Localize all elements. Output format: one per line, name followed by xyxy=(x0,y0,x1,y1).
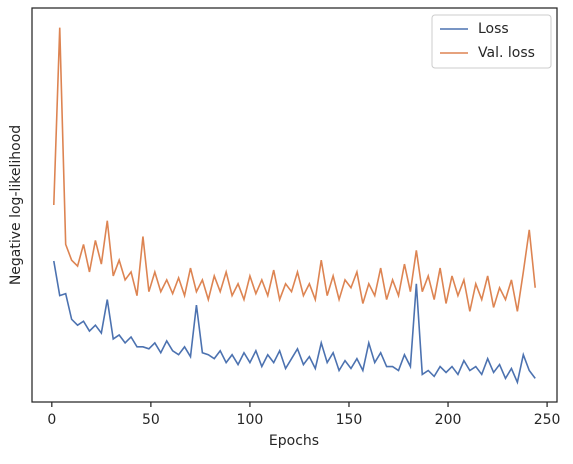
x-tick-label: 100 xyxy=(237,412,264,428)
legend-label: Loss xyxy=(478,21,509,37)
x-tick-label: 200 xyxy=(435,412,462,428)
x-tick-label: 50 xyxy=(142,412,160,428)
legend-label: Val. loss xyxy=(478,45,535,61)
plot-frame xyxy=(31,7,558,403)
x-tick-label: 0 xyxy=(47,412,56,428)
x-tick-label: 150 xyxy=(336,412,363,428)
line-series xyxy=(52,27,537,312)
x-axis-label: Epochs xyxy=(269,433,319,449)
y-axis-label: Negative log-likelihood xyxy=(8,125,24,285)
line-series xyxy=(53,260,536,385)
x-tick-label: 250 xyxy=(534,412,561,428)
